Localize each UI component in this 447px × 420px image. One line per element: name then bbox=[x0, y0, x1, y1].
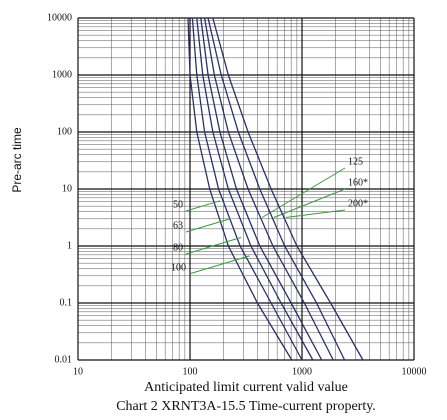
label-leader bbox=[285, 209, 346, 218]
caption: Chart 2 XRNT3A-15.5 Time-current propert… bbox=[116, 399, 376, 414]
series-label: 125 bbox=[348, 156, 363, 167]
x-tick-label: 10000 bbox=[402, 366, 427, 377]
curve bbox=[187, 17, 293, 361]
curve bbox=[212, 17, 364, 361]
series-label: 50 bbox=[173, 199, 183, 210]
label-leader bbox=[261, 167, 346, 218]
label-leader bbox=[273, 188, 346, 218]
x-axis-label: Anticipated limit current valid value bbox=[144, 380, 348, 395]
x-tick-label: 1000 bbox=[292, 366, 312, 377]
curve bbox=[191, 17, 303, 361]
y-tick-label: 100 bbox=[57, 126, 72, 137]
y-tick-label: 10 bbox=[62, 183, 72, 194]
series-label: 80 bbox=[173, 242, 183, 253]
series-label: 160* bbox=[348, 177, 368, 188]
label-leader bbox=[185, 200, 221, 212]
y-tick-label: 10000 bbox=[47, 12, 72, 23]
label-leader bbox=[185, 218, 231, 233]
curve bbox=[207, 17, 346, 361]
curve bbox=[203, 17, 334, 361]
y-tick-label: 1000 bbox=[52, 69, 72, 80]
y-tick-label: 0.01 bbox=[55, 354, 73, 365]
y-axis-label: Pre-arc time bbox=[10, 127, 24, 193]
x-tick-label: 100 bbox=[183, 366, 198, 377]
label-leader bbox=[188, 255, 250, 275]
y-tick-label: 1 bbox=[67, 240, 72, 251]
curve bbox=[200, 17, 323, 361]
x-tick-label: 10 bbox=[73, 366, 83, 377]
curve bbox=[196, 17, 314, 361]
y-tick-label: 0.1 bbox=[60, 297, 73, 308]
label-leader bbox=[185, 237, 242, 255]
series-label: 63 bbox=[173, 220, 183, 231]
series-label: 100 bbox=[171, 262, 186, 273]
series-label: 200* bbox=[348, 198, 368, 209]
